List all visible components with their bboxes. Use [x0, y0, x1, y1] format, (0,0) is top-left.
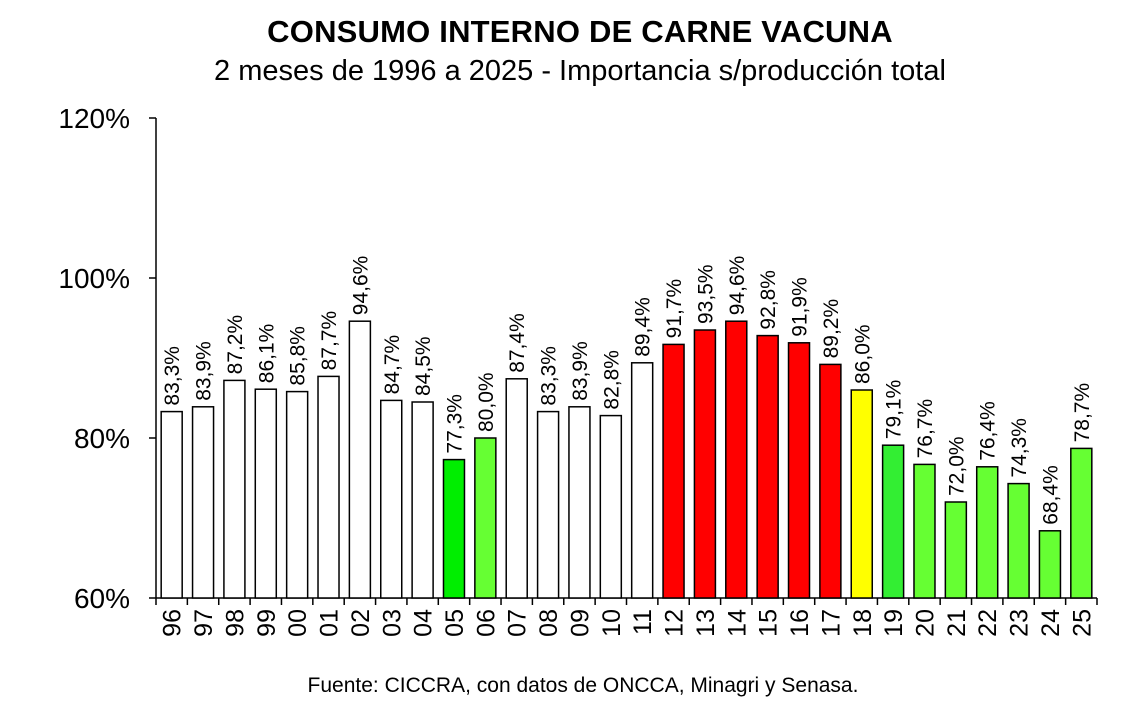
- x-tick-label-16: 16: [786, 609, 814, 637]
- bar-25: [1070, 447, 1093, 599]
- y-tick-label: 60%: [74, 583, 130, 614]
- data-label-98: 87,2%: [224, 315, 247, 375]
- bar-97: [191, 406, 215, 599]
- x-tick-label-05: 05: [441, 609, 469, 637]
- data-label-97: 83,9%: [193, 341, 216, 401]
- data-label-05: 77,3%: [443, 394, 466, 454]
- x-tick-label-14: 14: [723, 609, 751, 637]
- bar-09: [568, 406, 591, 599]
- data-label-00: 85,8%: [287, 326, 310, 386]
- x-tick-label-96: 96: [159, 609, 187, 637]
- data-label-10: 82,8%: [600, 350, 623, 410]
- data-label-13: 93,5%: [694, 264, 717, 324]
- data-label-16: 91,9%: [789, 277, 812, 337]
- bar-96: [160, 410, 183, 599]
- chart-source: Fuente: CICCRA, con datos de ONCCA, Mina…: [307, 674, 859, 697]
- data-label-12: 91,7%: [663, 279, 686, 339]
- bar-03: [380, 399, 403, 599]
- bar-22: [975, 466, 999, 599]
- data-label-07: 87,4%: [506, 313, 529, 373]
- bar-99: [254, 388, 278, 599]
- data-label-22: 76,4%: [977, 401, 1000, 461]
- x-tick-label-09: 09: [566, 609, 594, 637]
- data-label-21: 72,0%: [945, 436, 968, 496]
- x-tick-label-22: 22: [974, 609, 1002, 637]
- bar-02: [348, 320, 372, 599]
- bar-05: [442, 458, 466, 599]
- bar-13: [693, 329, 717, 599]
- bar-08: [536, 410, 560, 599]
- data-label-02: 94,6%: [349, 256, 372, 316]
- x-tick-label-10: 10: [598, 609, 626, 637]
- data-label-03: 84,7%: [381, 335, 404, 395]
- bar-21: [944, 501, 968, 599]
- bar-11: [630, 362, 654, 599]
- bar-00: [285, 390, 309, 599]
- chart-subtitle: 2 meses de 1996 a 2025 - Importancia s/p…: [214, 55, 946, 87]
- x-tick-label-99: 99: [253, 609, 281, 637]
- x-tick-label-25: 25: [1068, 609, 1096, 637]
- data-label-08: 83,3%: [538, 346, 561, 406]
- data-label-09: 83,9%: [569, 341, 592, 401]
- bar-12: [662, 343, 685, 599]
- data-label-14: 94,6%: [726, 256, 749, 316]
- x-tick-label-98: 98: [221, 609, 249, 637]
- x-tick-label-07: 07: [504, 609, 532, 637]
- x-tick-label-08: 08: [535, 609, 563, 637]
- bar-98: [223, 379, 246, 599]
- data-label-06: 80,0%: [475, 372, 498, 432]
- data-label-23: 74,3%: [1008, 418, 1031, 478]
- chart-title: CONSUMO INTERNO DE CARNE VACUNA: [267, 14, 893, 49]
- x-tick-label-19: 19: [880, 609, 908, 637]
- bar-24: [1038, 530, 1062, 599]
- data-label-18: 86,0%: [851, 324, 874, 384]
- x-tick-label-00: 00: [284, 609, 312, 637]
- x-tick-label-02: 02: [347, 609, 375, 637]
- x-tick-label-04: 04: [410, 609, 438, 637]
- data-label-17: 89,2%: [820, 299, 843, 359]
- y-tick-label: 80%: [74, 423, 130, 454]
- y-tick-label: 120%: [58, 103, 130, 134]
- bar-04: [411, 401, 434, 599]
- x-tick-label-03: 03: [378, 609, 406, 637]
- bar-19: [881, 444, 905, 599]
- x-tick-label-23: 23: [1006, 609, 1034, 637]
- bar-20: [913, 463, 936, 599]
- x-tick-label-01: 01: [316, 609, 344, 637]
- x-tick-label-13: 13: [692, 609, 720, 637]
- data-label-96: 83,3%: [161, 346, 184, 406]
- data-label-24: 68,4%: [1039, 465, 1062, 525]
- x-tick-label-12: 12: [661, 609, 689, 637]
- data-label-99: 86,1%: [255, 324, 278, 384]
- x-tick-label-21: 21: [943, 609, 971, 637]
- bar-07: [505, 378, 528, 599]
- bar-17: [819, 363, 842, 599]
- x-tick-label-11: 11: [629, 609, 657, 635]
- bar-10: [599, 414, 623, 599]
- bar-15: [756, 334, 779, 599]
- bar-01: [317, 375, 340, 599]
- x-tick-label-06: 06: [472, 609, 500, 637]
- bar-23: [1007, 482, 1030, 599]
- bar-14: [725, 320, 748, 599]
- x-tick-label-15: 15: [755, 609, 783, 637]
- x-tick-label-17: 17: [817, 609, 845, 637]
- data-label-15: 92,8%: [757, 270, 780, 330]
- x-tick-label-18: 18: [849, 609, 877, 637]
- bar-06: [474, 437, 497, 599]
- data-label-25: 78,7%: [1071, 383, 1094, 443]
- data-label-20: 76,7%: [914, 399, 937, 459]
- data-label-04: 84,5%: [412, 336, 435, 396]
- bar-18: [850, 389, 873, 599]
- y-tick-label: 100%: [58, 263, 130, 294]
- data-label-01: 87,7%: [318, 311, 341, 371]
- bar-16: [787, 342, 811, 599]
- data-label-19: 79,1%: [883, 380, 906, 440]
- x-tick-label-97: 97: [190, 609, 218, 637]
- x-tick-label-20: 20: [911, 609, 939, 637]
- data-label-11: 89,4%: [632, 297, 655, 357]
- x-tick-label-24: 24: [1037, 609, 1065, 637]
